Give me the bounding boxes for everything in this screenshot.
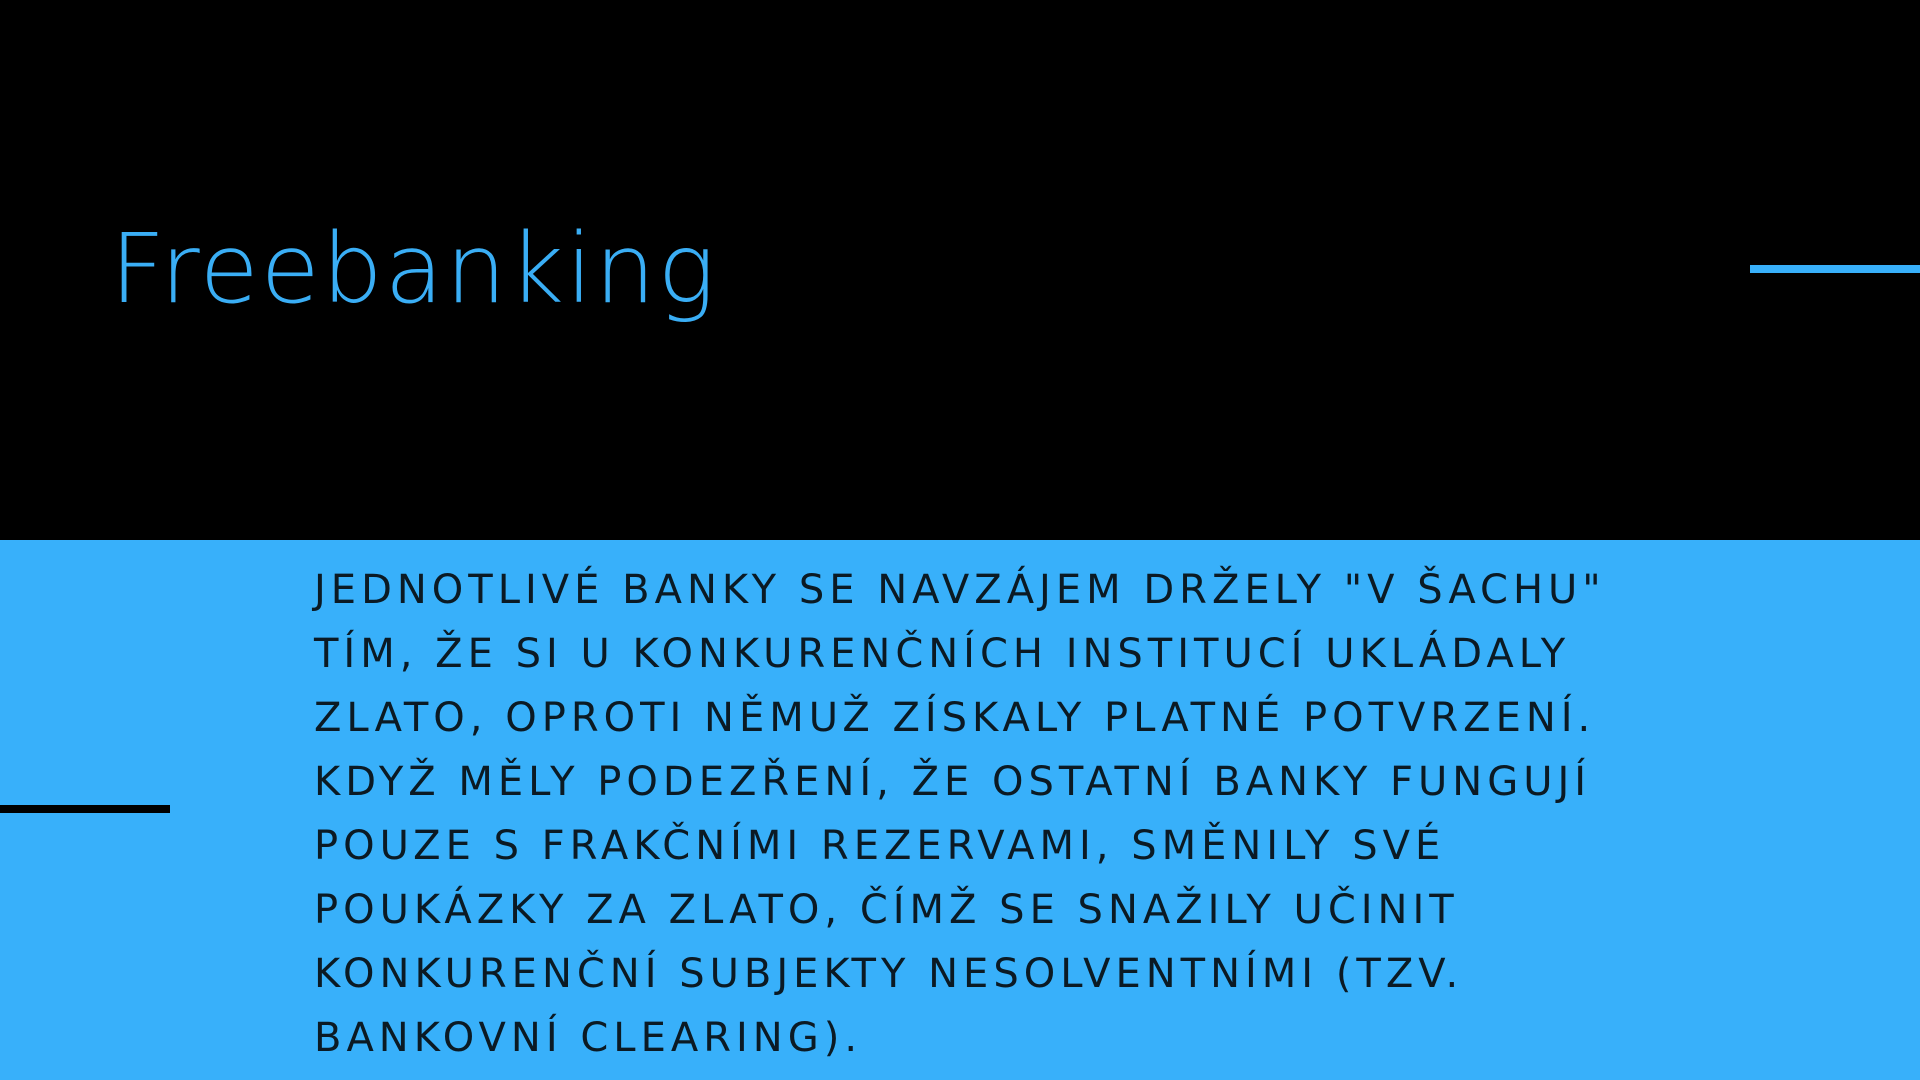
title-section: Freebanking — [110, 213, 1920, 325]
body-line-5: POUZE S FRAKČNÍMI REZERVAMI, SMĚNILY SVÉ — [314, 823, 1446, 869]
body-text: JEDNOTLIVÉ BANKY SE NAVZÁJEM DRŽELY "V Š… — [314, 558, 1874, 1070]
slide-title: Freebanking — [110, 213, 718, 325]
body-line-8: BANKOVNÍ CLEARING). — [314, 1015, 863, 1061]
top-accent-line — [1750, 265, 1920, 273]
body-line-1: JEDNOTLIVÉ BANKY SE NAVZÁJEM DRŽELY "V Š… — [314, 567, 1606, 613]
body-line-7: KONKURENČNÍ SUBJEKTY NESOLVENTNÍMI (TZV. — [314, 951, 1464, 997]
body-line-2: TÍM, ŽE SI U KONKURENČNÍCH INSTITUCÍ UKL… — [314, 631, 1571, 677]
bottom-accent-line — [0, 805, 170, 813]
body-line-4: KDYŽ MĚLY PODEZŘENÍ, ŽE OSTATNÍ BANKY FU… — [314, 759, 1592, 805]
body-line-6: POUKÁZKY ZA ZLATO, ČÍMŽ SE SNAŽILY UČINI… — [314, 887, 1459, 933]
body-line-3: ZLATO, OPROTI NĚMUŽ ZÍSKALY PLATNÉ POTVR… — [314, 695, 1596, 741]
content-section — [0, 540, 1920, 1080]
